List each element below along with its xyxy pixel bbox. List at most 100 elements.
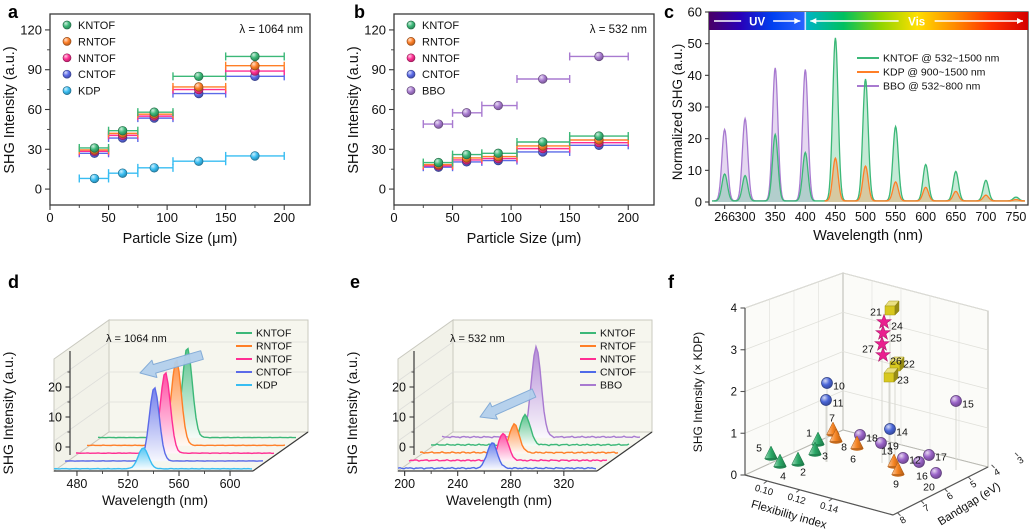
- panel-d-chart: 480 520 560 600 0 10 20 Wavelength (nm) SHG Inte…: [0, 319, 310, 508]
- svg-text:350: 350: [765, 210, 786, 224]
- svg-text:NNTOF: NNTOF: [600, 354, 636, 366]
- svg-text:4: 4: [780, 471, 786, 483]
- svg-text:400: 400: [795, 210, 816, 224]
- panel-label-d: d: [8, 272, 19, 292]
- svg-text:23: 23: [897, 375, 909, 387]
- svg-text:20: 20: [48, 381, 62, 395]
- svg-text:BBO: BBO: [422, 86, 446, 98]
- svg-text:0: 0: [35, 182, 42, 197]
- svg-text:CNTOF: CNTOF: [422, 69, 460, 81]
- svg-text:650: 650: [945, 210, 966, 224]
- svg-text:3: 3: [731, 345, 737, 357]
- svg-text:KNTOF: KNTOF: [256, 328, 291, 340]
- svg-text:KDP: KDP: [256, 380, 278, 392]
- svg-text:8: 8: [898, 515, 908, 527]
- svg-text:200: 200: [273, 210, 295, 225]
- svg-text:KNTOF: KNTOF: [78, 20, 115, 32]
- svg-text:11: 11: [833, 398, 844, 410]
- svg-text:SHG Intensity (a.u.): SHG Intensity (a.u.): [344, 352, 360, 475]
- svg-text:12: 12: [909, 455, 921, 467]
- svg-text:17: 17: [935, 452, 947, 464]
- panel-label-f: f: [668, 272, 674, 292]
- svg-text:30: 30: [688, 100, 702, 115]
- svg-text:BBO: BBO: [600, 380, 622, 392]
- svg-text:0.14: 0.14: [819, 500, 840, 516]
- svg-text:150: 150: [559, 210, 581, 225]
- svg-text:2: 2: [800, 467, 806, 479]
- svg-text:4: 4: [731, 303, 738, 315]
- svg-text:NNTOF: NNTOF: [78, 53, 116, 65]
- svg-text:Flexibility index: Flexibility index: [750, 499, 829, 530]
- panel-a-chart: 0 50 100 150 200 0 30 60 90 120 Particle Size (μm)…: [2, 13, 311, 247]
- svg-text:60: 60: [688, 5, 702, 20]
- svg-text:RNTOF: RNTOF: [256, 341, 292, 353]
- panel-label-b: b: [354, 2, 365, 22]
- svg-text:120: 120: [20, 22, 42, 37]
- svg-text:13: 13: [881, 446, 893, 458]
- svg-text:BBO @ 532~800 nm: BBO @ 532~800 nm: [883, 81, 981, 93]
- svg-text:RNTOF: RNTOF: [422, 36, 460, 48]
- svg-text:SHG Intensity (a.u.): SHG Intensity (a.u.): [0, 352, 16, 475]
- svg-text:4: 4: [992, 467, 1002, 479]
- svg-text:10: 10: [392, 411, 406, 425]
- svg-text:10: 10: [688, 163, 702, 178]
- svg-text:10: 10: [833, 381, 845, 393]
- svg-text:λ = 1064 nm: λ = 1064 nm: [106, 333, 167, 345]
- svg-text:CNTOF: CNTOF: [600, 367, 636, 379]
- svg-text:16: 16: [916, 471, 928, 483]
- svg-text:266: 266: [714, 210, 735, 224]
- svg-text:NNTOF: NNTOF: [256, 354, 292, 366]
- svg-text:8: 8: [841, 442, 847, 454]
- svg-text:6: 6: [850, 454, 856, 466]
- svg-text:0: 0: [695, 195, 702, 210]
- svg-text:CNTOF: CNTOF: [256, 367, 292, 379]
- svg-text:6: 6: [945, 491, 955, 503]
- svg-text:0.10: 0.10: [753, 483, 774, 499]
- svg-text:0: 0: [731, 470, 737, 482]
- svg-text:120: 120: [364, 22, 386, 37]
- svg-text:1: 1: [731, 428, 737, 440]
- svg-text:UV: UV: [749, 17, 765, 29]
- svg-text:50: 50: [445, 210, 459, 225]
- panel-label-a: a: [8, 2, 19, 22]
- svg-text:280: 280: [500, 477, 521, 491]
- svg-text:200: 200: [394, 477, 415, 491]
- svg-text:50: 50: [688, 36, 702, 51]
- svg-text:15: 15: [962, 399, 974, 411]
- svg-text:150: 150: [215, 210, 237, 225]
- svg-text:Normalized SHG (a.u.): Normalized SHG (a.u.): [672, 44, 685, 181]
- svg-text:0.12: 0.12: [786, 492, 807, 508]
- svg-text:100: 100: [500, 210, 522, 225]
- svg-text:KNTOF @ 532~1500 nm: KNTOF @ 532~1500 nm: [883, 53, 1000, 65]
- svg-text:18: 18: [866, 433, 878, 445]
- svg-text:10: 10: [48, 411, 62, 425]
- svg-text:22: 22: [903, 359, 915, 371]
- svg-text:320: 320: [553, 477, 574, 491]
- svg-text:520: 520: [118, 477, 139, 491]
- svg-text:19: 19: [887, 441, 899, 453]
- svg-text:21: 21: [870, 307, 882, 319]
- svg-text:λ = 532 nm: λ = 532 nm: [590, 24, 647, 36]
- svg-text:RNTOF: RNTOF: [78, 36, 116, 48]
- svg-text:90: 90: [28, 62, 42, 77]
- svg-text:26: 26: [890, 356, 902, 368]
- panel-c-chart: UV Vis 0 10 20 30 40 50 60 266 300 350 400 450 500 550 6…: [672, 5, 1029, 244]
- svg-text:λ = 1064 nm: λ = 1064 nm: [239, 24, 303, 36]
- svg-text:0: 0: [399, 441, 406, 455]
- svg-text:60: 60: [28, 102, 42, 117]
- panel-label-c: c: [664, 2, 675, 22]
- svg-text:700: 700: [975, 210, 996, 224]
- svg-text:Vis: Vis: [908, 17, 925, 29]
- svg-text:SHG Intensity (a.u.): SHG Intensity (a.u.): [346, 46, 362, 173]
- svg-text:Particle Size (μm): Particle Size (μm): [467, 231, 582, 247]
- svg-text:0: 0: [390, 210, 397, 225]
- svg-text:5: 5: [756, 443, 762, 455]
- svg-text:25: 25: [890, 333, 902, 345]
- panel-b-chart: 0 50 100 150 200 0 30 60 90 120 Particle Size (μm)…: [346, 13, 655, 247]
- svg-text:Wavelength (nm): Wavelength (nm): [102, 492, 208, 508]
- svg-text:27: 27: [862, 344, 874, 356]
- svg-text:60: 60: [372, 102, 386, 117]
- svg-text:0: 0: [55, 441, 62, 455]
- panel-label-e: e: [350, 272, 361, 292]
